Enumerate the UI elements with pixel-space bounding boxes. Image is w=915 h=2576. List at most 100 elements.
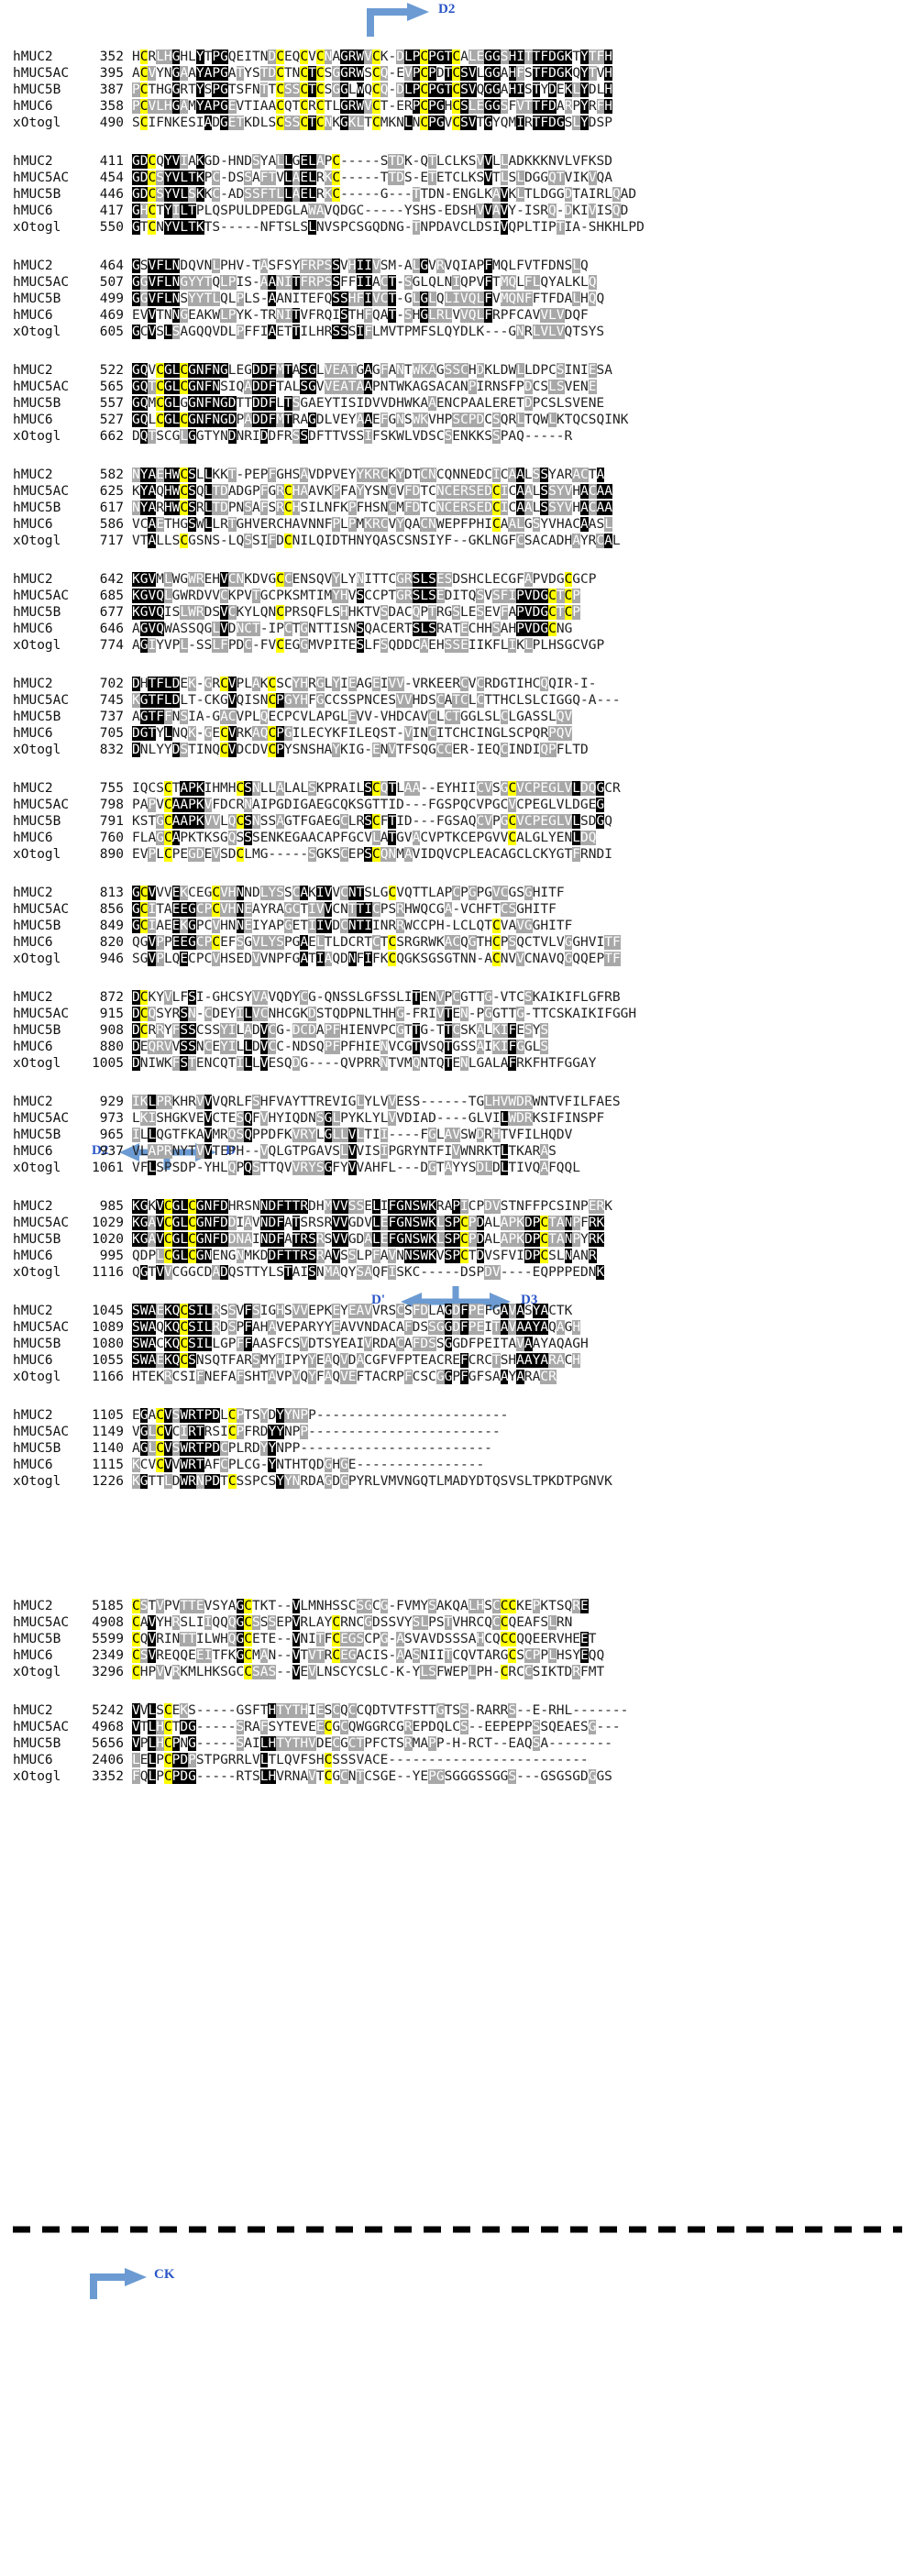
sequence-residues: DCQSYRSN-CDEYILVCNHCGKDSTQDPNLTHHG-FRIVT… — [132, 1007, 637, 1021]
sequence-residues: AGLCVSWRTPDCPLRDYYNPP-------------------… — [132, 1441, 492, 1456]
alignment-row: hMUC6 880 DEQRVVSSNCEYILLDVCC-NDSQPFPFHIEN… — [0, 1039, 915, 1055]
sequence-name: hMUC6 — [13, 99, 53, 114]
sequence-residues: NYAEHWCSLLKKT-PEPFGHSAVDPVEYYKRCKYDTCNCQ… — [132, 468, 605, 482]
residue-start-number: 464 — [99, 259, 124, 273]
alignment-row: hMUC2 872 DCKYVLFSI-GHCSYVAVQDYCG-QNSSLGFS… — [0, 989, 915, 1006]
alignment-row: hMUC2 582 NYAEHWCSLLKKT-PEPFGHSAVDPVEYYKRC… — [0, 467, 915, 483]
residue-start-number: 677 — [99, 605, 124, 620]
sequence-residues: KGAVCGLCGNFDDNAINDFATRSRSVVGDALEFGNSWKLS… — [132, 1232, 605, 1247]
residue-start-number: 395 — [99, 66, 124, 81]
alignment-row: hMUC2 464 GSVFLNDQVNLPHV-TASFSYFRPSSVHIIVS… — [0, 258, 915, 274]
residue-start-number: 5185 — [92, 1599, 124, 1613]
block-spacer — [0, 1490, 915, 1598]
alignment-block: hMUC2 1045 SWAEKQCSILRSSVFSIGHSVVEPKEYEAVV… — [0, 1303, 915, 1385]
alignment-row: xOtogl 717 VTALLSCGSNS-LQSSIFDCNILQIDTHNYQ… — [0, 533, 915, 549]
residue-start-number: 995 — [99, 1249, 124, 1263]
residue-start-number: 1115 — [92, 1458, 124, 1472]
alignment-row: hMUC6 2406 LELPCPDPSTPGRRLVLTLQVFSHCSSSVAC… — [0, 1752, 915, 1768]
sequence-residues: GSVFLNDQVNLPHV-TASFSYFRPSSVHIIVSM-ALGVRV… — [132, 259, 589, 273]
alignment-row: hMUC6 417 GHCTYILTPLQSPULDPEDGLAWAVQDGC---… — [0, 203, 915, 219]
residue-start-number: 387 — [99, 83, 124, 97]
alignment-block: hMUC2 5185 CSTVPVTTEVSYAGCTKT--VLMNHSSCSGC… — [0, 1598, 915, 1680]
alignment-row: hMUC6 2349 CSVREQQEEITFKGCMAN--VTVTRCEGACI… — [0, 1647, 915, 1664]
alignment-row: hMUC5B 387 PCTHGGRTYSPGTSFNTTCSSCTCSGGLWQC… — [0, 82, 915, 98]
sequence-name: hMUC6 — [13, 1249, 53, 1263]
alignment-block: hMUC2 411 GDCQYVIAKGD-HNDSYALLGELAPC-----S… — [0, 153, 915, 236]
sequence-residues: GHCTYILTPLQSPULDPEDGLAWAVQDGC-----YSHS-E… — [132, 204, 629, 218]
alignment-row: hMUC5B 965 ILLQGTFKAVMRQSQPPDFKVRYLGLLVLTI… — [0, 1127, 915, 1143]
sequence-name: hMUC2 — [13, 1703, 53, 1718]
residue-start-number: 755 — [99, 781, 124, 796]
alignment-row: hMUC2 929 IKLPRKHRVVVQRLFSHFVAYTTREVIGLYLV… — [0, 1094, 915, 1110]
sequence-residues: ILLQGTFKAVMRQSQPPDFKVRYLGLLVLTII----FGLA… — [132, 1128, 573, 1142]
alignment-row: xOtogl 1061 VFLSPSDP-YHLQPQSTTQVVRYSGFYVVA… — [0, 1160, 915, 1176]
alignment-block: hMUC2 642 KGVMLWGWREHVCNKDVGCCENSQVYLYNITT… — [0, 571, 915, 654]
alignment-row: hMUC5AC 395 ACVYNGAAYAPGATYSTDCTNCTCSGGRWS… — [0, 65, 915, 82]
residue-start-number: 1089 — [92, 1320, 124, 1335]
sequence-residues: KCVCVVWRTAFCPLCG-YNTHTQDGHGE------------… — [132, 1458, 485, 1472]
label-dprime-left: D' — [371, 1293, 385, 1307]
sequence-residues: DNLYYDSTINQCVDCDVCPYSNSHAYKIG-ENVTFSQGCC… — [132, 743, 589, 757]
sequence-residues: LKISHGKVEVCTESQFVHYIQDNSGLPYKLYLVVDIAD--… — [132, 1111, 605, 1126]
sequence-name: hMUC5B — [13, 1632, 61, 1646]
alignment-block: hMUC2 985 KGKVCGLCGNFDHRSNNDFTTRDHMVVSSELI… — [0, 1198, 915, 1281]
sequence-name: hMUC5AC — [13, 589, 70, 603]
sequence-residues: PAPVCAAPKVFDCRNAIPGDIGAEGCQKSGTTID---FGS… — [132, 798, 605, 812]
sequence-residues: EVVTNNGEAKWLPYK-TRNITVFRQISTHFQAT-SHGLRL… — [132, 308, 589, 323]
residue-start-number: 1116 — [92, 1265, 124, 1280]
alignment-row: hMUC5B 499 GGVFLNSYYTLQLPLS-AANITEFQSSHFIV… — [0, 291, 915, 307]
residue-start-number: 1055 — [92, 1353, 124, 1368]
alignment-row: hMUC5AC 625 KYAQHWCSQLTDADGPFGRCHAAVKPFAYY… — [0, 483, 915, 500]
alignment-block: hMUC2 582 NYAEHWCSLLKKT-PEPFGHSAVDPVEYYKRC… — [0, 467, 915, 549]
sequence-name: hMUC5B — [13, 814, 61, 829]
block-spacer — [0, 1385, 915, 1407]
alignment-row: hMUC5AC 973 LKISHGKVEVCTESQFVHYIQDNSGLPYKL… — [0, 1110, 915, 1127]
sequence-name: hMUC2 — [13, 50, 53, 64]
sequence-name: xOtogl — [13, 638, 61, 653]
sequence-residues: VTALLSCGSNS-LQSSIFDCNILQIDTHNYQASCSNSIYF… — [132, 534, 621, 548]
residue-start-number: 5242 — [92, 1703, 124, 1718]
sequence-name: hMUC2 — [13, 1408, 53, 1423]
residue-start-number: 1149 — [92, 1425, 124, 1439]
alignment-row: hMUC5B 1140 AGLCVSWRTPDCPLRDYYNPP---------… — [0, 1440, 915, 1457]
sequence-name: hMUC6 — [13, 1753, 53, 1767]
sequence-name: xOtogl — [13, 325, 61, 339]
residue-start-number: 565 — [99, 380, 124, 394]
sequence-residues: GDCQYVIAKGD-HNDSYALLGELAPC-----STDK-QTLC… — [132, 154, 612, 169]
alignment-row: hMUC2 1105 EGACVSWRTPDLCPTSYDYYNPP--------… — [0, 1407, 915, 1424]
alignment-row: xOtogl 1116 QGTVVCGGCDADQSTTYLSTAISNMAQYSA… — [0, 1264, 915, 1281]
block-spacer — [0, 131, 915, 153]
sequence-residues: PCVLHGAMYAPGEVTIAACQTCRCTLGRWVCT-ERPCPGH… — [132, 99, 613, 114]
residue-start-number: 760 — [99, 831, 124, 845]
sequence-residues: KYAQHWCSQLTDADGPFGRCHAAVKPFAYYSNCVFDTCNC… — [132, 484, 613, 499]
sequence-name: hMUC5AC — [13, 66, 70, 81]
residue-start-number: 507 — [99, 275, 124, 290]
block-spacer — [0, 758, 915, 780]
sequence-name: hMUC5AC — [13, 1111, 70, 1126]
sequence-name: hMUC5B — [13, 710, 61, 724]
sequence-residues: CQVRINTTILWHQGCETE--VNITFCEGSCPG-ASVAVDS… — [132, 1632, 597, 1646]
residue-start-number: 499 — [99, 292, 124, 306]
sequence-residues: VTLHCTDG-----SRAFSYTEVEECGCQWGGRCGREPDQL… — [132, 1720, 621, 1734]
sequence-name: hMUC2 — [13, 677, 53, 691]
residue-start-number: 702 — [99, 677, 124, 691]
residue-start-number: 3296 — [92, 1665, 124, 1679]
sequence-residues: GCVSLSAGQQVDLPFFIAETTILHRSSSIFLMVTPMFSLQ… — [132, 325, 605, 339]
residue-start-number: 642 — [99, 572, 124, 587]
sequence-name: hMUC5B — [13, 1128, 61, 1142]
alignment-row: hMUC5B 617 NYARHWCSRLTDPNSAFSRCHSILNFKPFHS… — [0, 500, 915, 516]
residue-start-number: 1166 — [92, 1370, 124, 1384]
residue-start-number: 446 — [99, 187, 124, 202]
alignment-block: hMUC2 352 HCRLHGHLYTPGQEITNDCEQCVCNAGRWVCK… — [0, 49, 915, 131]
sequence-name: hMUC5AC — [13, 1720, 70, 1734]
block-spacer — [0, 445, 915, 467]
residue-start-number: 2349 — [92, 1648, 124, 1663]
sequence-name: hMUC5B — [13, 1337, 61, 1351]
residue-start-number: 1029 — [92, 1216, 124, 1230]
residue-start-number: 522 — [99, 363, 124, 378]
alignment-block: hMUC2 929 IKLPRKHRVVVQRLFSHFVAYTTREVIGLYLV… — [0, 1094, 915, 1176]
alignment-row: hMUC6 527 GQLCGLCGNFNGDPADDFMTRAGDLVEYAAEF… — [0, 412, 915, 428]
alignment-row: xOtogl 662 DQTSCGLGGTYNDNRIDDFRSSDFTTVSSIF… — [0, 428, 915, 445]
alignment-row: hMUC2 5242 VVLSCEKS-----GSFTHTYTHIESCQCCQD… — [0, 1702, 915, 1719]
residue-start-number: 605 — [99, 325, 124, 339]
